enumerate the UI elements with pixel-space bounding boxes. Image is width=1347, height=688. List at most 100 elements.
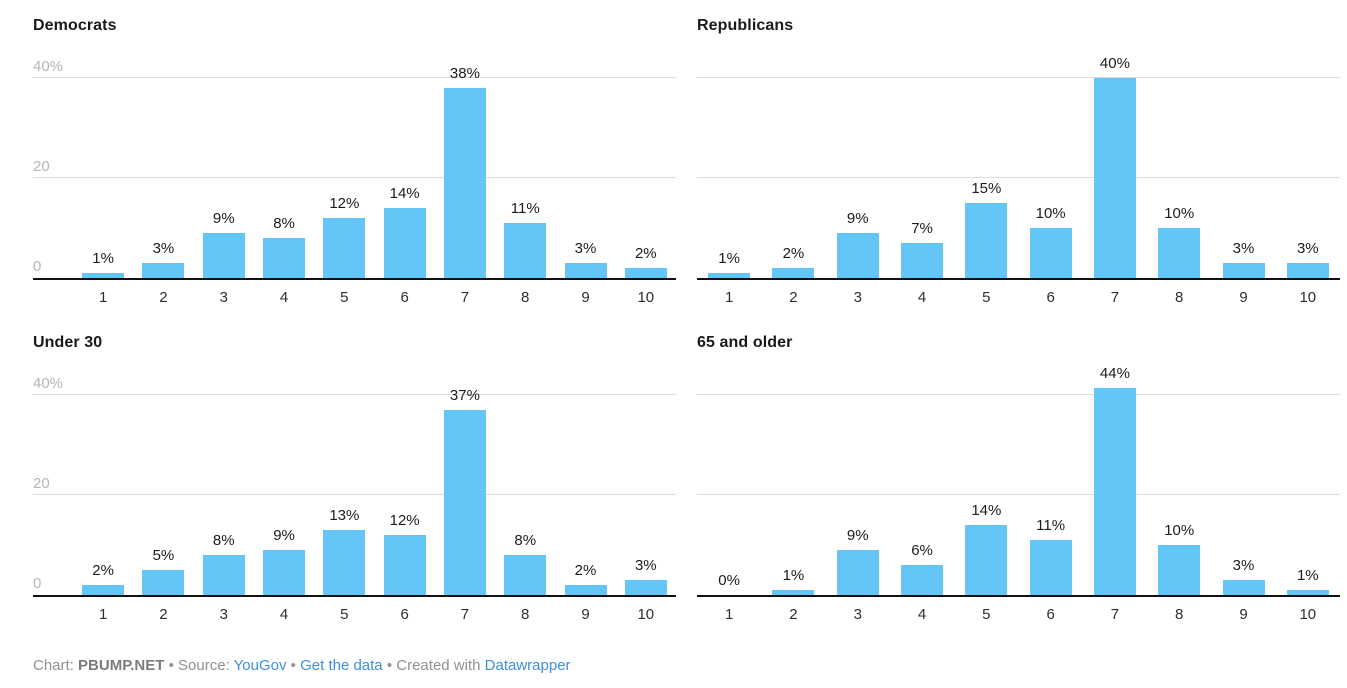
bar <box>1029 540 1072 595</box>
x-tick-label: 10 <box>1299 606 1317 623</box>
value-label: 14% <box>971 502 1002 519</box>
bar-column: 40% <box>1083 48 1147 278</box>
value-label: 40% <box>1099 55 1130 72</box>
value-label: 8% <box>212 532 235 549</box>
x-tick-label: 7 <box>460 606 470 623</box>
bar <box>323 218 366 278</box>
bar <box>901 243 944 278</box>
x-tick-label: 5 <box>340 606 349 623</box>
x-tick-label: 2 <box>159 606 168 623</box>
bar <box>263 238 306 278</box>
footer-chart-credit: PBUMP.NET <box>78 657 165 674</box>
value-label: 3% <box>1232 240 1255 257</box>
chart-title: 65 and older <box>697 334 793 351</box>
value-label: 13% <box>329 507 360 524</box>
x-tick-label: 9 <box>581 289 590 306</box>
source-link[interactable]: YouGov <box>233 657 287 674</box>
value-label: 9% <box>273 527 295 544</box>
datawrapper-link[interactable]: Datawrapper <box>484 657 571 674</box>
bar <box>564 585 607 595</box>
chart-panel: Democrats 1% 3% 9% 8% 12% 14% 38% 11% 3% 2% 0 20 40… <box>33 16 676 307</box>
value-label: 5% <box>152 547 175 564</box>
x-tick-label: 9 <box>1239 606 1248 623</box>
value-label: 3% <box>1296 240 1319 257</box>
bar-column: 2% <box>616 48 676 278</box>
y-tick-label: 0 <box>33 575 42 592</box>
value-label: 1% <box>782 567 805 584</box>
bar <box>1029 228 1072 278</box>
x-tick-label: 1 <box>724 289 734 306</box>
get-the-data-link[interactable]: Get the data <box>300 657 383 674</box>
x-tick-label: 10 <box>637 289 655 306</box>
bar-column: 2% <box>761 48 825 278</box>
y-tick-label: 0 <box>33 258 42 275</box>
bar <box>1093 388 1136 595</box>
bar <box>82 585 125 595</box>
x-tick-label: 5 <box>982 289 991 306</box>
bar-columns: 0% 1% 9% 6% 14% 11% 44% 10% 3% 1% <box>697 365 1340 595</box>
value-label: 3% <box>574 240 597 257</box>
x-axis-labels: 1 2 3 4 5 6 7 8 9 10 <box>697 280 1340 307</box>
bar-column: 10% <box>1147 48 1211 278</box>
gridline-40 <box>697 394 1340 395</box>
bar <box>142 570 185 595</box>
x-tick-label: 2 <box>159 289 168 306</box>
bar-column: 9% <box>194 48 254 278</box>
bar <box>836 233 879 278</box>
value-label: 3% <box>634 557 657 574</box>
value-label: 10% <box>1164 522 1195 539</box>
bar-column: 14% <box>954 365 1018 595</box>
x-tick-label: 1 <box>724 606 734 623</box>
bar-column: 12% <box>314 48 374 278</box>
value-label: 2% <box>634 245 657 262</box>
y-tick-label: 40% <box>33 375 64 392</box>
chart-title: Under 30 <box>33 334 103 351</box>
bar <box>965 525 1008 595</box>
bar <box>202 233 245 278</box>
value-label: 8% <box>273 215 295 232</box>
bar <box>323 530 366 595</box>
x-tick-label: 1 <box>98 606 108 623</box>
value-label: 2% <box>782 245 805 262</box>
bar-column: 0% <box>697 365 761 595</box>
bar-column: 3% <box>1211 365 1275 595</box>
value-label: 8% <box>514 532 537 549</box>
bar-column: 11% <box>1018 365 1082 595</box>
x-tick-label: 8 <box>521 606 530 623</box>
bar-column: 8% <box>495 365 555 595</box>
bar <box>708 273 751 278</box>
x-tick-label: 10 <box>1299 289 1317 306</box>
bar <box>1222 580 1265 595</box>
plot-area: 1% 2% 9% 7% 15% 10% 40% 10% 3% 3% <box>697 48 1340 280</box>
gridline-40 <box>33 394 676 395</box>
value-label: 44% <box>1099 365 1130 382</box>
x-tick-label: 3 <box>219 606 228 623</box>
footer-bullet: • <box>168 657 174 674</box>
x-tick-label: 9 <box>1239 289 1248 306</box>
small-multiples-grid: Democrats 1% 3% 9% 8% 12% 14% 38% 11% 3% 2% 0 20 40… <box>33 16 1340 624</box>
y-tick-label: 40% <box>33 58 64 75</box>
value-label: 15% <box>971 180 1002 197</box>
value-label: 1% <box>718 250 740 267</box>
value-label: 11% <box>1036 517 1066 534</box>
x-tick-label: 4 <box>279 289 289 306</box>
bar-column: 10% <box>1018 48 1082 278</box>
plot-area: 2% 5% 8% 9% 13% 12% 37% 8% 2% 3% 0 20 40% <box>33 365 676 597</box>
x-tick-label: 3 <box>219 289 228 306</box>
gridline-40 <box>697 77 1340 78</box>
x-tick-label: 6 <box>400 289 409 306</box>
bar-column: 2% <box>73 365 133 595</box>
x-axis-labels: 1 2 3 4 5 6 7 8 9 10 <box>73 597 676 624</box>
bar-column: 3% <box>1211 48 1275 278</box>
bar <box>1158 228 1201 278</box>
bar <box>901 565 944 595</box>
value-label: 1% <box>92 250 114 267</box>
x-tick-label: 9 <box>581 606 590 623</box>
y-tick-label: 20 <box>33 475 50 492</box>
value-label: 2% <box>574 562 597 579</box>
x-tick-label: 7 <box>1110 289 1120 306</box>
bar-column: 13% <box>314 365 374 595</box>
bar-column: 9% <box>254 365 314 595</box>
value-label: 9% <box>846 210 869 227</box>
